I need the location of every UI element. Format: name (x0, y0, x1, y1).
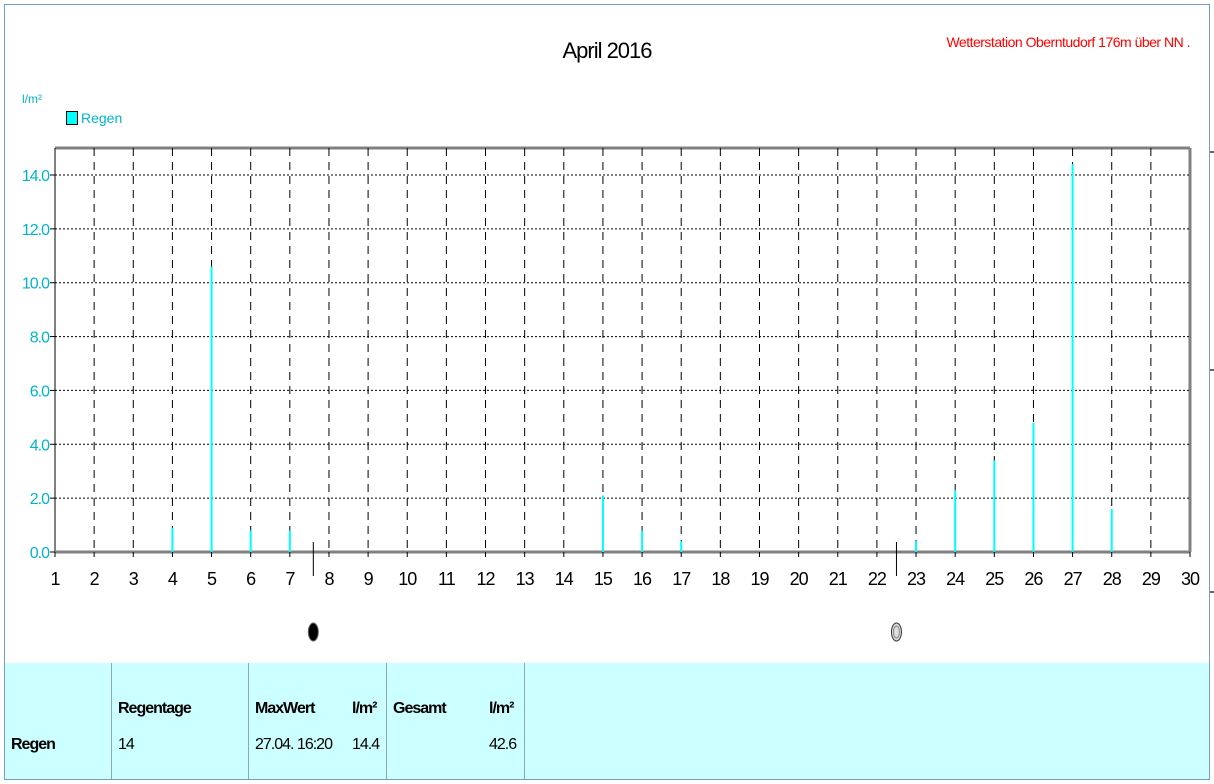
x-tick-label: 17 (672, 569, 691, 589)
summary-col-label: Regen (5, 663, 112, 779)
x-tick-label: 5 (207, 569, 217, 589)
x-tick-label: 19 (750, 569, 769, 589)
chart-window (4, 4, 1210, 780)
x-tick-label: 30 (1181, 569, 1200, 589)
y-tick-label: 2.0 (30, 491, 50, 508)
x-tick-label: 29 (1142, 569, 1161, 589)
value-total: 42.6 (489, 736, 517, 753)
rain-chart: 0.02.04.06.08.010.012.014.01 2 3 4 5 6 7 8 9 10 11… (22, 146, 1214, 642)
x-tick-label: 25 (985, 569, 1004, 589)
chart-title: April 2016 (562, 38, 652, 63)
legend-label: Regen (81, 110, 123, 126)
rain-bar (680, 541, 683, 552)
value-days: 14 (118, 736, 135, 753)
header-days: Regentage (118, 700, 192, 717)
x-tick-label: 14 (555, 569, 574, 589)
header-max: MaxWert (255, 700, 315, 717)
rain-bar (1032, 422, 1035, 552)
x-tick-label: 21 (829, 569, 848, 589)
summary-panel: Regen Regentage 14 MaxWert l/m² 27.04. 1… (5, 663, 1209, 779)
new-moon-icon (307, 622, 319, 642)
rain-bar (1110, 508, 1113, 552)
x-tick-label: 16 (633, 569, 652, 589)
y-tick-label: 0.0 (30, 545, 50, 562)
legend: Regen (66, 110, 122, 126)
rain-bar (210, 266, 213, 552)
y-tick-label: 8.0 (30, 330, 50, 347)
y-tick-label: 4.0 (30, 437, 50, 454)
x-tick-label: 9 (364, 569, 374, 589)
x-tick-label: 12 (477, 569, 496, 589)
x-tick-label: 28 (1103, 569, 1122, 589)
summary-col-max: MaxWert l/m² 27.04. 16:20 14.4 (249, 663, 387, 779)
station-label: Wetterstation Oberntudorf 176m über NN . (946, 34, 1190, 50)
rain-bar (1071, 164, 1074, 552)
x-tick-label: 7 (285, 569, 295, 589)
value-max: 14.4 (352, 736, 380, 753)
x-tick-label: 11 (438, 569, 456, 589)
x-tick-label: 24 (946, 569, 965, 589)
summary-col-total: Gesamt l/m² 42.6 (387, 663, 525, 779)
x-tick-label: 18 (711, 569, 730, 589)
x-tick-label: 1 (50, 569, 60, 589)
rain-bar (249, 530, 252, 552)
x-tick-label: 22 (868, 569, 887, 589)
y-tick-label: 14.0 (22, 168, 50, 185)
summary-row-label: Regen (11, 736, 56, 753)
x-tick-label: 23 (907, 569, 926, 589)
x-tick-label: 4 (168, 569, 178, 589)
x-tick-label: 27 (1064, 569, 1083, 589)
rain-bar (601, 495, 604, 552)
value-max-date: 27.04. 16:20 (255, 736, 333, 753)
header-total-unit: l/m² (489, 700, 514, 717)
x-tick-label: 13 (516, 569, 535, 589)
x-tick-label: 2 (90, 569, 100, 589)
y-axis-unit: l/m² (22, 92, 42, 106)
header-total: Gesamt (393, 700, 447, 717)
header-max-unit: l/m² (352, 700, 377, 717)
legend-swatch (66, 111, 78, 125)
x-tick-label: 6 (246, 569, 256, 589)
x-tick-label: 26 (1024, 569, 1043, 589)
rain-bar (915, 541, 918, 552)
y-tick-label: 6.0 (30, 383, 50, 400)
rain-bar (288, 530, 291, 552)
full-moon-icon-inner (892, 625, 900, 639)
x-tick-label: 15 (594, 569, 613, 589)
x-tick-label: 20 (790, 569, 809, 589)
rain-bar (171, 527, 174, 552)
x-tick-label: 10 (398, 569, 417, 589)
summary-col-days: Regentage 14 (112, 663, 249, 779)
y-tick-label: 10.0 (22, 276, 50, 293)
rain-bar (954, 490, 957, 552)
x-tick-label: 8 (324, 569, 334, 589)
rain-bar (641, 530, 644, 552)
x-tick-label: 3 (129, 569, 139, 589)
rain-bar (993, 460, 996, 552)
y-tick-label: 12.0 (22, 222, 50, 239)
